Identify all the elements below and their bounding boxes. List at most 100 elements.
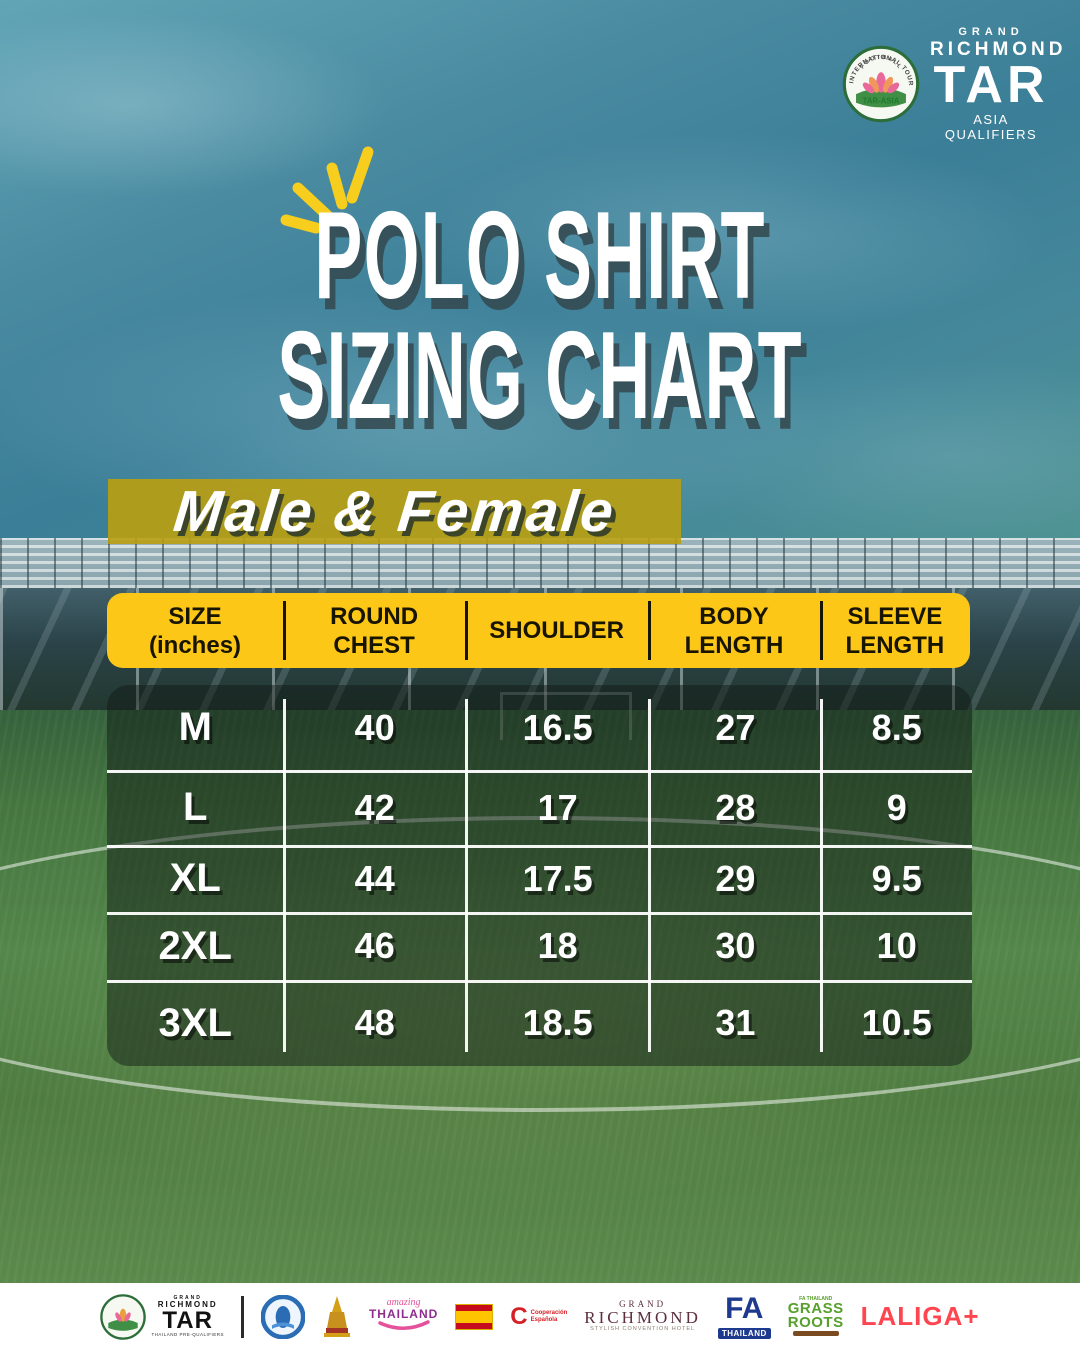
sponsor-cooperacion-logo: C Cooperación Española xyxy=(510,1303,567,1331)
brand-subtitle: ASIA QUALIFIERS xyxy=(944,112,1038,143)
page-title-line2: SIZING CHART xyxy=(277,307,803,445)
cooperacion-c-mark: C xyxy=(510,1302,528,1330)
cell-l-body-length: 28 xyxy=(715,786,756,828)
cell-xl-shoulder: 17.5 xyxy=(522,857,593,899)
cell-l-round-chest: 42 xyxy=(354,786,395,828)
cell-size-2xl: 2XL xyxy=(158,923,232,968)
header-divider xyxy=(465,601,468,660)
table-grid-line xyxy=(107,912,972,915)
table-grid-line xyxy=(107,845,972,848)
cell-3xl-sleeve-length: 10.5 xyxy=(861,1002,932,1043)
grassroots-grass: GRASS xyxy=(787,1299,844,1317)
cell-l-shoulder: 17 xyxy=(537,786,578,828)
cooperacion-line1: Cooperación xyxy=(530,1309,568,1316)
grassroots-soil-bar xyxy=(792,1331,839,1337)
sponsor-tar-richmond: RICHMOND xyxy=(157,1299,218,1309)
brand-grand: GRAND xyxy=(958,26,1024,38)
section-banner: Male & Female xyxy=(108,479,681,544)
cell-3xl-round-chest: 48 xyxy=(354,1002,395,1043)
header-cell-shoulder: SHOULDER xyxy=(465,593,648,668)
sparkle-icon xyxy=(280,146,374,234)
amazing-script: amazing xyxy=(386,1296,421,1308)
cell-2xl-shoulder: 18 xyxy=(537,925,578,966)
cell-xl-round-chest: 44 xyxy=(354,857,395,899)
cell-2xl-round-chest: 46 xyxy=(354,925,395,966)
cell-xl-sleeve-length: 9.5 xyxy=(871,857,922,899)
sponsor-fa-thailand-logo: FA THAILAND xyxy=(717,1291,771,1340)
header-size-line2: (inches) xyxy=(149,631,242,659)
fa-thailand-label: THAILAND xyxy=(717,1327,771,1339)
sizing-table-header-row: SIZE (inches) ROUND CHEST SHOULDER BODY … xyxy=(107,593,970,668)
tar-badge-small-icon xyxy=(100,1293,147,1340)
footer-divider xyxy=(240,1295,244,1338)
cell-size-3xl: 3XL xyxy=(158,1000,232,1045)
cooperacion-line2: Española xyxy=(530,1316,558,1323)
header-cell-body-length: BODY LENGTH xyxy=(648,593,820,668)
header-cell-size: SIZE (inches) xyxy=(107,593,283,668)
header-cell-round-chest: ROUND CHEST xyxy=(283,593,465,668)
page-title: POLO SHIRT SIZING CHART xyxy=(0,194,1080,445)
header-cell-sleeve-length: SLEEVE LENGTH xyxy=(820,593,970,668)
grand-richmond-name: RICHMOND xyxy=(584,1308,701,1328)
header-chest-line1: ROUND xyxy=(330,602,419,630)
header-body-line2: LENGTH xyxy=(684,631,784,659)
grassroots-roots: ROOTS xyxy=(787,1313,844,1331)
table-grid-line xyxy=(648,699,651,1052)
sponsor-grand-richmond-logo: GRAND RICHMOND STYLISH CONVENTION HOTEL xyxy=(584,1298,701,1333)
header-divider xyxy=(648,601,651,660)
fa-mark: FA xyxy=(725,1291,764,1325)
brand-tar: TAR xyxy=(933,56,1049,114)
table-grid-line xyxy=(107,770,972,773)
amazing-swoosh-icon xyxy=(377,1319,430,1330)
table-grid-line xyxy=(820,699,823,1052)
sizing-table-body: M 40 16.5 27 8.5 L 42 17 28 9 XL 44 17.5… xyxy=(107,685,972,1066)
sponsor-laliga-logo: LALIGA+ xyxy=(860,1301,980,1331)
header-divider xyxy=(820,601,823,660)
amazing-name: THAILAND xyxy=(368,1306,439,1321)
header-sleeve-line2: LENGTH xyxy=(845,631,945,659)
cell-xl-body-length: 29 xyxy=(715,857,756,899)
header-sleeve-line1: SLEEVE xyxy=(847,602,943,630)
header-body-line1: BODY xyxy=(699,602,769,630)
badge-hill-shape xyxy=(856,88,906,108)
sponsor-spain-flag-icon xyxy=(455,1303,494,1330)
badge-name-text: TAR-ASIA xyxy=(863,97,900,106)
header-chest-line2: CHEST xyxy=(333,631,415,659)
sponsor-tar-text: GRAND RICHMOND TAR THAILAND PRE-QUALIFIE… xyxy=(151,1294,224,1338)
cell-size-xl: XL xyxy=(169,856,221,900)
sponsor-tar-logo: GRAND RICHMOND TAR THAILAND PRE-QUALIFIE… xyxy=(100,1293,224,1340)
sponsor-tar-grand: GRAND xyxy=(173,1294,202,1301)
stadium-fence-background xyxy=(0,538,1080,588)
table-grid-line xyxy=(107,980,972,983)
field-center-circle-line xyxy=(0,816,1080,1112)
header-divider xyxy=(283,601,286,660)
grand-richmond-grand: GRAND xyxy=(619,1298,667,1309)
section-banner-label: Male & Female xyxy=(170,479,619,544)
cell-m-body-length: 27 xyxy=(715,706,756,748)
sponsor-bar: GRAND RICHMOND TAR THAILAND PRE-QUALIFIE… xyxy=(0,1283,1080,1350)
table-grid-line xyxy=(465,699,468,1052)
header-size-line1: SIZE xyxy=(168,602,222,630)
cooperacion-text: Cooperación Española xyxy=(531,1310,568,1324)
sponsor-thai-emblem-icon xyxy=(323,1295,350,1337)
grassroots-top: FA THAILAND xyxy=(799,1295,833,1302)
header-shoulder-line1: SHOULDER xyxy=(489,617,624,644)
cell-size-m: M xyxy=(178,705,212,749)
sponsor-grassroots-logo: FA THAILAND GRASS ROOTS xyxy=(787,1295,844,1337)
tar-badge-icon: INTERNATIONAL TOURNAMENT FOOTBALL TAR-AS… xyxy=(842,45,920,123)
brand-wordmark: GRAND RICHMOND TAR ASIA QUALIFIERS xyxy=(930,26,1063,143)
cell-m-shoulder: 16.5 xyxy=(522,706,593,748)
brand-lockup: INTERNATIONAL TOURNAMENT FOOTBALL TAR-AS… xyxy=(842,26,1063,143)
sponsor-amazing-thailand-logo: amazing THAILAND xyxy=(368,1296,439,1336)
cell-m-sleeve-length: 8.5 xyxy=(871,706,922,748)
cell-3xl-body-length: 31 xyxy=(715,1002,756,1043)
table-grid-line xyxy=(283,699,286,1052)
goal-frame-line xyxy=(500,692,632,740)
cell-l-sleeve-length: 9 xyxy=(886,786,907,828)
cell-m-round-chest: 40 xyxy=(354,706,395,748)
cell-size-l: L xyxy=(183,785,208,829)
grand-richmond-sub: STYLISH CONVENTION HOTEL xyxy=(590,1326,696,1333)
cell-3xl-shoulder: 18.5 xyxy=(522,1002,593,1043)
sponsor-tar-name: TAR xyxy=(162,1306,213,1334)
